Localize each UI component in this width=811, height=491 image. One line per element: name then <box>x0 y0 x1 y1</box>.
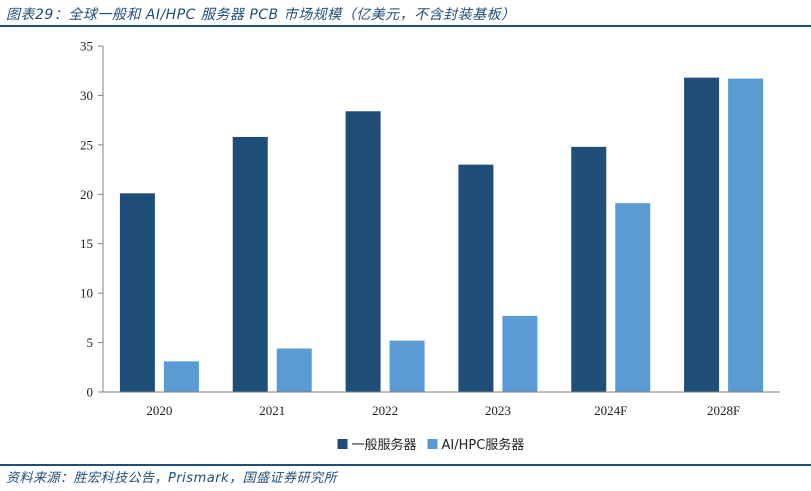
source-note: 资料来源：胜宏科技公告，Prismark，国盛证券研究所 <box>6 471 338 486</box>
x-axis: 2020 2021 2022 2023 2024F 2028F <box>103 391 780 418</box>
legend-label: AI/HPC服务器 <box>442 437 525 453</box>
bar-ai-hpc-server <box>276 348 312 392</box>
legend-swatch <box>427 439 438 449</box>
source-divider <box>0 464 811 466</box>
x-tick-label: 2022 <box>372 403 398 418</box>
y-tick-label: 10 <box>80 286 93 301</box>
x-tick-label: 2028F <box>707 403 740 418</box>
bar-general-server <box>232 136 268 392</box>
legend-label: 一般服务器 <box>352 437 417 453</box>
bar-general-server <box>119 193 155 392</box>
title-divider <box>0 25 811 27</box>
y-tick-label: 0 <box>87 385 94 400</box>
bar-general-server <box>684 77 720 393</box>
x-tick-label: 2021 <box>259 403 285 418</box>
bar-ai-hpc-server <box>728 78 764 392</box>
y-tick-label: 25 <box>80 137 93 152</box>
y-axis: 0 5 10 15 20 25 30 35 <box>80 39 104 400</box>
bar-ai-hpc-server <box>163 361 199 392</box>
y-tick-label: 15 <box>80 236 93 251</box>
x-tick-label: 2020 <box>146 403 172 418</box>
bar-chart: 0 5 10 15 20 25 30 35 2020 2021 2022 2023 2024F 2028… <box>80 39 780 453</box>
x-tick-label: 2023 <box>485 403 511 418</box>
bar-general-server <box>571 146 607 392</box>
y-tick-label: 5 <box>87 335 94 350</box>
bar-ai-hpc-server <box>615 203 651 392</box>
bar-general-server <box>458 164 494 392</box>
bar-ai-hpc-server <box>502 315 538 392</box>
x-tick-label: 2024F <box>594 403 627 418</box>
chart-title: 图表29：全球一般和 AI/HPC 服务器 PCB 市场规模（亿美元，不含封装基… <box>6 7 516 23</box>
legend-swatch <box>337 439 348 449</box>
y-tick-label: 35 <box>80 39 93 54</box>
bars <box>119 77 764 393</box>
legend: 一般服务器 AI/HPC服务器 <box>337 437 525 453</box>
y-tick-label: 30 <box>80 88 93 103</box>
y-tick-label: 20 <box>80 187 93 202</box>
bar-ai-hpc-server <box>389 340 425 392</box>
bar-general-server <box>345 111 381 392</box>
